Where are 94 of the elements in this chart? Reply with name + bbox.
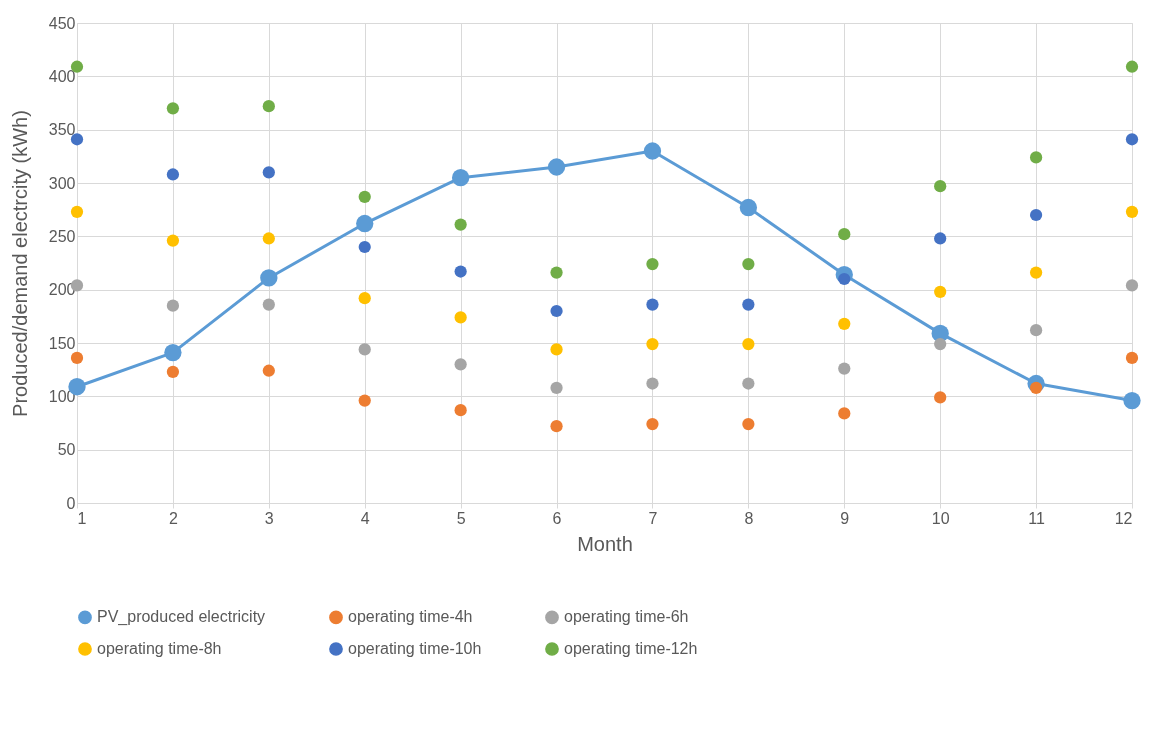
point — [166, 365, 180, 378]
point — [646, 257, 659, 271]
point — [838, 272, 851, 286]
x-tick-label: 10 — [931, 509, 950, 527]
x-tick-label: 4 — [360, 509, 370, 527]
x-tick-label: 1 — [77, 509, 87, 527]
point — [454, 404, 467, 417]
point — [1029, 324, 1043, 337]
y-tick-label: 0 — [66, 494, 76, 512]
point — [260, 269, 278, 287]
point — [1125, 279, 1139, 292]
x-tick-label: 5 — [456, 509, 466, 527]
point — [1125, 60, 1139, 73]
x-tick-label: 2 — [168, 509, 178, 527]
point — [358, 190, 371, 203]
point — [1029, 381, 1043, 394]
point — [838, 228, 851, 241]
point — [646, 377, 659, 390]
y-axis-title: Produced/demand electrcity (kWh) — [8, 110, 31, 417]
legend-label: operating time-10h — [348, 640, 482, 657]
point — [1029, 208, 1043, 222]
point — [454, 311, 467, 324]
y-tick-label: 450 — [48, 14, 76, 32]
point — [358, 394, 371, 407]
point — [166, 234, 180, 247]
legend-label: operating time-12h — [564, 640, 698, 657]
point — [838, 407, 851, 420]
point — [934, 180, 947, 193]
point — [1029, 151, 1043, 164]
point — [550, 304, 563, 318]
point — [358, 343, 371, 356]
point — [1123, 391, 1141, 410]
x-tick-label: 7 — [648, 509, 658, 527]
point — [70, 351, 84, 365]
point — [166, 299, 180, 312]
point — [934, 232, 947, 245]
point — [358, 240, 371, 254]
legend-label: PV_produced electricity — [97, 608, 266, 627]
point — [742, 298, 755, 311]
x-tick-label: 12 — [1114, 509, 1133, 527]
point — [1125, 351, 1139, 365]
y-tick-label: 50 — [57, 441, 76, 459]
point — [838, 317, 851, 330]
point — [1125, 205, 1139, 218]
point — [550, 420, 563, 433]
point — [166, 102, 180, 115]
point — [454, 265, 467, 278]
point — [262, 232, 275, 245]
point — [454, 358, 467, 371]
y-tick-label: 150 — [48, 334, 76, 352]
point — [550, 343, 563, 356]
x-tick-label: 3 — [264, 509, 274, 527]
point — [742, 377, 755, 390]
point — [166, 168, 180, 181]
point — [164, 343, 182, 362]
y-tick-label: 250 — [48, 227, 76, 245]
point — [262, 100, 275, 113]
x-axis-title: Month — [577, 532, 633, 555]
x-tick-label: 6 — [552, 509, 562, 527]
y-tick-label: 350 — [48, 121, 76, 139]
point — [70, 133, 84, 146]
point — [742, 417, 755, 431]
point — [1125, 133, 1139, 146]
y-tick-label: 300 — [48, 174, 76, 192]
legend-label: operating time-4h — [348, 608, 473, 626]
point — [934, 337, 947, 351]
point — [547, 158, 566, 176]
point — [742, 257, 755, 271]
point — [70, 205, 84, 218]
point — [356, 214, 374, 233]
legend-label: operating time-8h — [97, 640, 222, 657]
point — [451, 169, 470, 187]
point — [1029, 266, 1043, 279]
point — [550, 381, 563, 394]
point — [262, 364, 275, 377]
x-tick-label: 8 — [744, 509, 754, 527]
point — [358, 292, 371, 305]
point — [646, 298, 659, 311]
point — [262, 166, 275, 179]
y-tick-label: 400 — [48, 67, 76, 85]
point — [643, 142, 662, 160]
point — [742, 337, 755, 351]
point — [646, 337, 659, 351]
point — [262, 298, 275, 311]
legend-label: operating time-6h — [564, 608, 689, 626]
x-tick-label: 9 — [840, 509, 850, 527]
point — [739, 198, 758, 217]
point — [550, 266, 563, 279]
point — [934, 391, 947, 404]
point — [838, 362, 851, 375]
point — [934, 285, 947, 298]
point — [646, 417, 659, 431]
x-tick-label: 11 — [1028, 509, 1045, 527]
point — [454, 218, 467, 231]
